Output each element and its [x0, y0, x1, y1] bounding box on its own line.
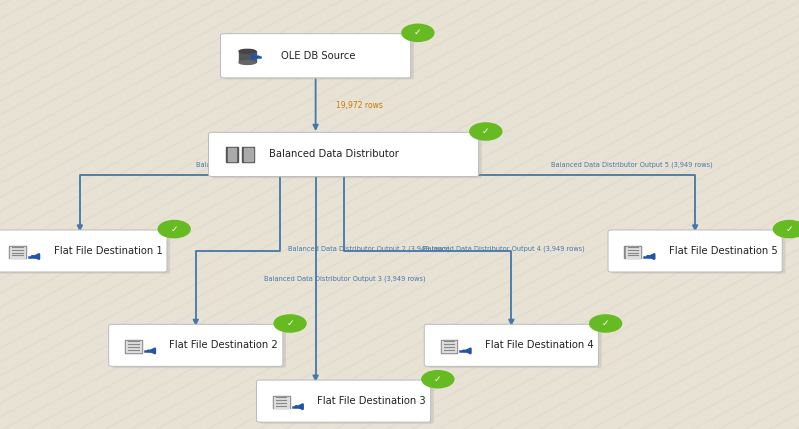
Text: 19,972 rows: 19,972 rows — [336, 101, 383, 109]
FancyBboxPatch shape — [209, 132, 479, 177]
Circle shape — [470, 123, 502, 140]
Bar — [239, 51, 256, 63]
Bar — [274, 397, 288, 408]
Bar — [228, 148, 236, 161]
Bar — [10, 246, 26, 258]
Text: Balanced Data Distributor Output 2 (3,949 rows): Balanced Data Distributor Output 2 (3,94… — [288, 245, 449, 252]
Text: ✓: ✓ — [602, 319, 610, 328]
Text: Balanced Data Distributor Output 1 (4,176 rows): Balanced Data Distributor Output 1 (4,17… — [196, 162, 358, 169]
Circle shape — [422, 371, 454, 388]
Bar — [225, 147, 238, 162]
Bar — [125, 340, 141, 353]
FancyBboxPatch shape — [0, 232, 170, 274]
Bar — [10, 247, 25, 258]
Bar — [244, 148, 252, 161]
Text: Balanced Data Distributor Output 3 (3,949 rows): Balanced Data Distributor Output 3 (3,94… — [264, 275, 425, 282]
Text: ✓: ✓ — [785, 225, 793, 233]
Text: Balanced Data Distributor: Balanced Data Distributor — [269, 149, 400, 160]
Ellipse shape — [239, 49, 256, 53]
Bar — [273, 396, 289, 408]
Circle shape — [402, 24, 434, 42]
Text: Flat File Destination 3: Flat File Destination 3 — [317, 396, 426, 406]
Circle shape — [590, 315, 622, 332]
FancyBboxPatch shape — [611, 232, 785, 274]
FancyBboxPatch shape — [109, 324, 283, 366]
FancyBboxPatch shape — [112, 326, 286, 368]
FancyBboxPatch shape — [424, 324, 598, 366]
Bar — [442, 341, 456, 352]
Text: OLE DB Source: OLE DB Source — [281, 51, 356, 61]
FancyBboxPatch shape — [608, 230, 782, 272]
Bar — [243, 147, 254, 162]
FancyBboxPatch shape — [224, 36, 414, 80]
Text: ✓: ✓ — [414, 28, 422, 37]
Text: ✓: ✓ — [170, 225, 178, 233]
Bar — [441, 340, 457, 353]
Text: ✓: ✓ — [434, 375, 442, 384]
Text: Flat File Destination 4: Flat File Destination 4 — [485, 340, 594, 350]
FancyBboxPatch shape — [260, 382, 434, 424]
Text: Balanced Data Distributor Output 4 (3,949 rows): Balanced Data Distributor Output 4 (3,94… — [423, 245, 585, 252]
Circle shape — [773, 221, 799, 238]
Text: ✓: ✓ — [482, 127, 490, 136]
Circle shape — [158, 221, 190, 238]
FancyBboxPatch shape — [212, 134, 482, 178]
FancyBboxPatch shape — [221, 34, 411, 78]
Text: Flat File Destination 2: Flat File Destination 2 — [169, 340, 278, 350]
Text: ✓: ✓ — [286, 319, 294, 328]
Bar — [126, 341, 141, 352]
FancyBboxPatch shape — [0, 230, 167, 272]
Bar — [626, 247, 640, 258]
Circle shape — [274, 315, 306, 332]
Text: Balanced Data Distributor Output 5 (3,949 rows): Balanced Data Distributor Output 5 (3,94… — [551, 162, 713, 169]
Ellipse shape — [239, 60, 256, 64]
FancyBboxPatch shape — [427, 326, 602, 368]
FancyBboxPatch shape — [256, 380, 431, 422]
Text: Flat File Destination 5: Flat File Destination 5 — [669, 246, 777, 256]
Text: Flat File Destination 1: Flat File Destination 1 — [54, 246, 162, 256]
Bar — [625, 246, 641, 258]
